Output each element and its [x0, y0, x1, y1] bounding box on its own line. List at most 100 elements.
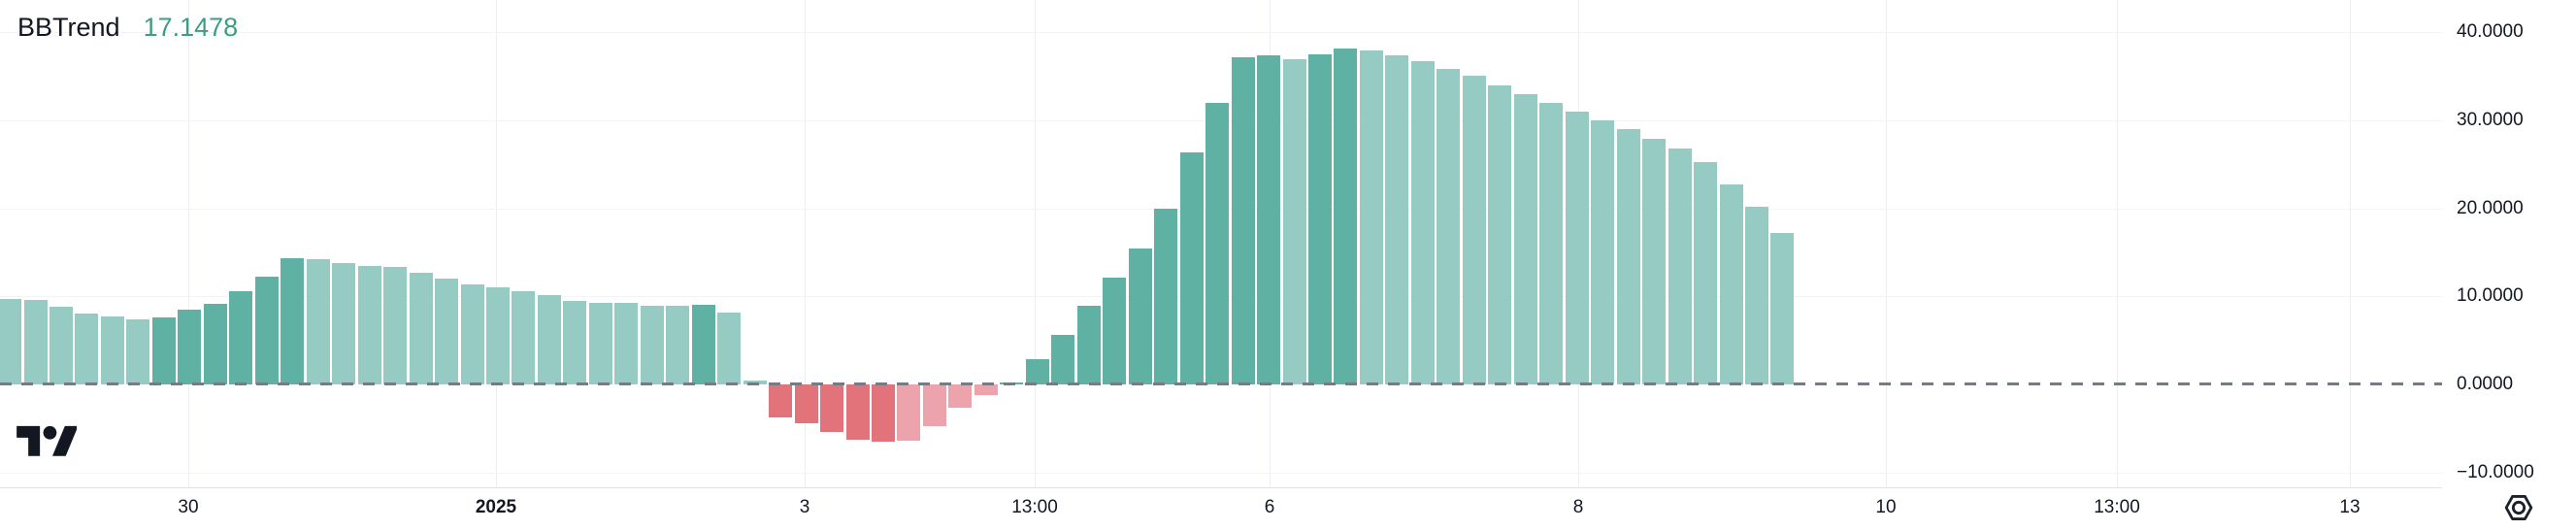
histogram-bar	[203, 303, 227, 384]
histogram-bar	[872, 384, 895, 442]
vertical-gridline	[2117, 0, 2118, 487]
histogram-bar	[922, 384, 946, 426]
time-axis[interactable]: 30 2025 3 13:00 6 8 10 13:00 13	[0, 487, 2442, 531]
time-axis-label: 30	[178, 497, 199, 517]
histogram-bar	[1128, 249, 1152, 384]
time-axis-label: 2025	[475, 497, 517, 517]
time-axis-label: 3	[799, 497, 810, 517]
histogram-bar	[485, 287, 510, 384]
histogram-bar	[1642, 138, 1667, 384]
histogram-bar	[614, 302, 639, 384]
histogram-bar	[49, 307, 73, 384]
price-axis-label: 30.0000	[2457, 110, 2524, 130]
histogram-bar	[1410, 61, 1435, 384]
histogram-bar	[1154, 208, 1178, 384]
histogram-bar	[717, 312, 742, 384]
histogram-bar	[254, 277, 279, 384]
histogram-bar	[769, 384, 793, 417]
histogram-bar	[1719, 184, 1743, 384]
histogram-bar	[1359, 50, 1383, 384]
histogram-bar	[1616, 128, 1640, 384]
histogram-bar	[1103, 278, 1127, 384]
histogram-bar	[974, 384, 998, 395]
time-axis-label: 10	[1875, 497, 1897, 517]
time-axis-label: 13:00	[1011, 497, 1058, 517]
price-axis-label: 0.0000	[2457, 374, 2514, 394]
histogram-bar	[1488, 84, 1512, 384]
histogram-bar	[1565, 111, 1589, 384]
price-scale-settings-icon[interactable]	[2500, 489, 2537, 526]
histogram-bar	[1051, 335, 1075, 384]
time-axis-label: 13:00	[2094, 497, 2140, 517]
axis-corner	[2442, 487, 2576, 530]
indicator-legend[interactable]: BBTrend 17.1478	[17, 11, 238, 44]
price-axis-label: 20.0000	[2457, 198, 2524, 218]
histogram-bar	[537, 295, 561, 384]
histogram-bar	[691, 305, 715, 384]
horizontal-gridline	[0, 473, 2442, 474]
histogram-bar	[1591, 119, 1615, 384]
chart-plot-area[interactable]: BBTrend 17.1478	[0, 0, 2442, 487]
histogram-bar	[1513, 93, 1537, 384]
histogram-bar	[1076, 306, 1101, 384]
price-axis-label: 40.0000	[2457, 21, 2524, 42]
histogram-bar	[75, 314, 99, 384]
histogram-bar	[357, 265, 381, 384]
time-axis-label: 13	[2339, 497, 2361, 517]
vertical-gridline	[805, 0, 806, 487]
histogram-bar	[100, 316, 124, 384]
histogram-bar	[794, 384, 818, 423]
zero-line	[0, 382, 2442, 385]
histogram-bar	[1385, 54, 1409, 384]
histogram-bar	[1539, 102, 1564, 384]
histogram-bar	[23, 299, 48, 384]
price-axis[interactable]: 40.0000 30.0000 20.0000 10.0000 0.0000 −10.00…	[2442, 0, 2576, 487]
histogram-bar	[948, 384, 973, 408]
histogram-bar	[281, 258, 305, 384]
histogram-bar	[588, 302, 612, 384]
histogram-bar	[563, 300, 587, 384]
histogram-bar	[897, 384, 921, 442]
histogram-bar	[409, 272, 433, 384]
vertical-gridline	[1886, 0, 1887, 487]
histogram-bar	[820, 384, 843, 432]
histogram-bar	[229, 290, 253, 384]
price-axis-label: 10.0000	[2457, 285, 2524, 306]
price-axis-label: −10.0000	[2457, 462, 2534, 482]
histogram-bar	[1025, 358, 1049, 384]
histogram-bar	[1179, 151, 1204, 384]
vertical-gridline	[188, 0, 189, 487]
tradingview-logo[interactable]	[17, 419, 79, 471]
histogram-bar	[0, 299, 21, 384]
horizontal-gridline	[0, 32, 2442, 33]
time-axis-label: 6	[1264, 497, 1275, 517]
indicator-title: BBTrend	[17, 13, 120, 42]
histogram-bar	[460, 283, 484, 384]
histogram-bar	[1745, 206, 1768, 384]
histogram-bar	[666, 306, 690, 384]
histogram-bar	[1334, 49, 1358, 384]
indicator-value: 17.1478	[143, 13, 239, 42]
histogram-bar	[1462, 75, 1486, 384]
vertical-gridline	[1035, 0, 1036, 487]
histogram-bar	[512, 290, 536, 384]
histogram-bar	[383, 267, 407, 384]
histogram-bar	[1308, 53, 1332, 384]
histogram-bar	[1668, 148, 1692, 384]
histogram-bar	[435, 279, 458, 384]
histogram-bar	[1282, 59, 1306, 384]
histogram-bar	[178, 309, 202, 384]
histogram-bar	[151, 317, 176, 384]
histogram-bar	[1231, 57, 1255, 384]
histogram-bar	[126, 318, 150, 384]
time-axis-label: 8	[1572, 497, 1584, 517]
vertical-gridline	[496, 0, 497, 487]
histogram-bar	[306, 259, 330, 384]
histogram-bar	[1694, 161, 1717, 384]
histogram-bar	[1257, 54, 1280, 384]
histogram-bar	[1437, 69, 1461, 384]
histogram-bar	[1770, 233, 1795, 384]
histogram-bar	[845, 384, 870, 441]
histogram-bar	[1205, 102, 1230, 384]
